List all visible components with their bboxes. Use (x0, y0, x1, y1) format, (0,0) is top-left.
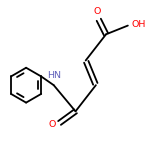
Text: OH: OH (132, 20, 146, 29)
Text: HN: HN (47, 71, 61, 80)
Text: O: O (48, 120, 56, 129)
Text: O: O (94, 7, 101, 16)
